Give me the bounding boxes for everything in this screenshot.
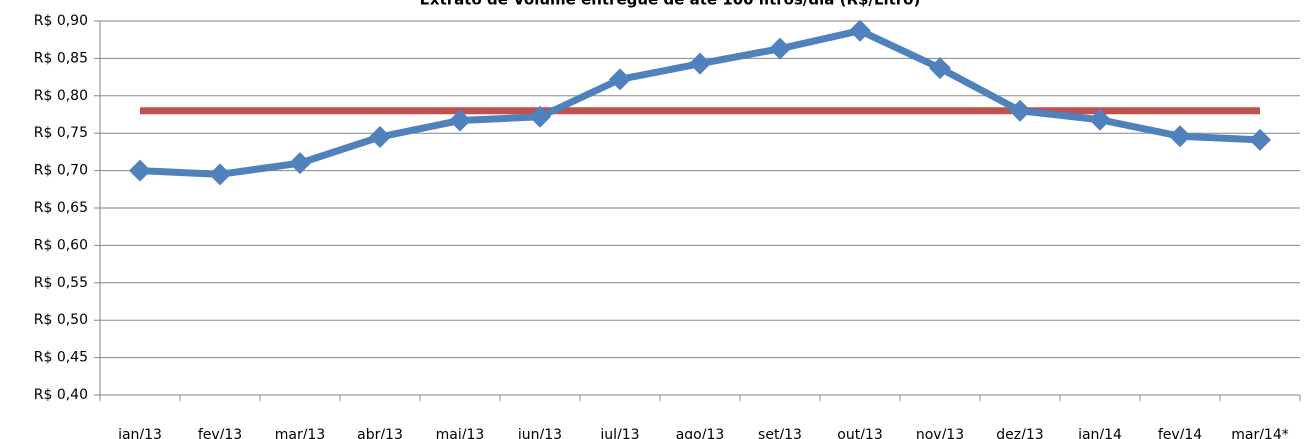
- x-tick-label: mar/13: [275, 427, 326, 439]
- x-tick-label: jun/13: [517, 427, 562, 439]
- y-tick-label: R$ 0,45: [34, 350, 88, 366]
- marker: [369, 125, 391, 148]
- x-tick-label: mai/13: [436, 427, 485, 439]
- y-tick-label: R$ 0,90: [34, 13, 88, 29]
- x-tick-label: mar/14*: [1231, 427, 1289, 439]
- y-tick-label: R$ 0,85: [34, 50, 88, 66]
- y-tick-label: R$ 0,80: [34, 88, 88, 104]
- x-tick-label: jan/13: [117, 427, 162, 439]
- marker: [289, 152, 311, 175]
- x-tick-label: nov/13: [916, 427, 964, 439]
- x-tick-label: fev/13: [198, 427, 242, 439]
- x-tick-label: dez/13: [996, 427, 1043, 439]
- marker: [1169, 125, 1191, 148]
- marker: [849, 19, 871, 42]
- y-tick-label: R$ 0,55: [34, 275, 88, 291]
- marker: [689, 52, 711, 75]
- y-tick-label: R$ 0,40: [34, 387, 88, 403]
- marker: [769, 37, 791, 60]
- marker: [1009, 99, 1031, 122]
- series-line: [139, 27, 1261, 178]
- x-tick-label: jul/13: [599, 427, 639, 439]
- marker: [529, 105, 551, 128]
- marker: [929, 57, 951, 80]
- marker: [209, 163, 231, 186]
- marker: [449, 109, 471, 132]
- y-tick-label: R$ 0,65: [34, 200, 88, 216]
- y-tick-label: R$ 0,75: [34, 125, 88, 141]
- marker: [1249, 128, 1271, 151]
- x-tick-label: set/13: [758, 427, 802, 439]
- x-tick-label: out/13: [837, 427, 882, 439]
- x-tick-label: jan/14: [1077, 427, 1122, 439]
- x-tick-label: fev/14: [1158, 427, 1202, 439]
- marker: [129, 159, 151, 182]
- marker: [609, 68, 631, 91]
- marker: [1089, 108, 1111, 131]
- y-tick-label: R$ 0,50: [34, 312, 88, 328]
- x-tick-label: ago/13: [676, 427, 725, 439]
- chart-title: Extrato de Volume entregue de até 100 li…: [420, 0, 921, 9]
- x-tick-label: abr/13: [357, 427, 403, 439]
- y-tick-label: R$ 0,60: [34, 237, 88, 253]
- y-tick-label: R$ 0,70: [34, 163, 88, 179]
